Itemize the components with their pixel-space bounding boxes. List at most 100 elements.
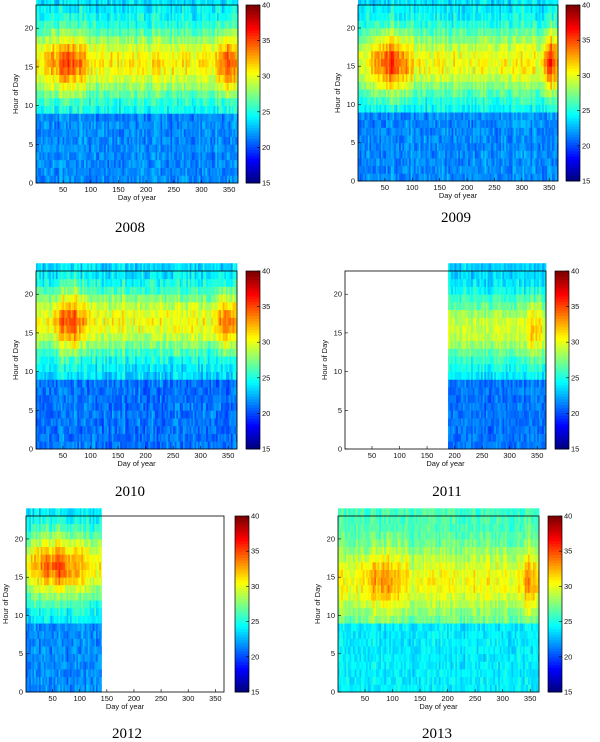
heatmap-cell xyxy=(392,89,395,98)
heatmap-cell xyxy=(384,66,387,75)
heatmap-cell xyxy=(440,142,443,151)
heatmap-cell xyxy=(200,43,203,52)
heatmap-cell xyxy=(215,90,218,99)
heatmap-cell xyxy=(37,20,40,29)
heatmap-cell xyxy=(137,20,140,29)
heatmap-cell xyxy=(157,90,160,99)
x-tick-label: 50 xyxy=(59,185,67,194)
heatmap-cell xyxy=(97,59,100,68)
heatmap-cell xyxy=(74,97,77,107)
heatmap-cell xyxy=(133,128,137,137)
heatmap-cell xyxy=(205,35,208,45)
heatmap-cell xyxy=(120,128,123,137)
heatmap-cell xyxy=(371,35,374,44)
heatmap-cell xyxy=(87,59,90,68)
heatmap-cell xyxy=(425,0,428,6)
heatmap-cell xyxy=(84,66,87,76)
heatmap-cell xyxy=(211,121,215,130)
heatmap-cell xyxy=(410,112,413,121)
heatmap-cell xyxy=(148,97,151,107)
heatmap-cell xyxy=(167,175,170,184)
heatmap-cell xyxy=(187,159,190,168)
heatmap-cell xyxy=(371,73,374,82)
heatmap-cell xyxy=(67,59,70,68)
heatmap-cell xyxy=(54,5,57,14)
heatmap-cell xyxy=(190,59,193,68)
heatmap-cell xyxy=(203,175,206,184)
heatmap-cell xyxy=(44,82,47,91)
heatmap-cell xyxy=(394,12,397,21)
heatmap-cell xyxy=(112,59,115,68)
heatmap-cell xyxy=(125,59,128,68)
heatmap-cell xyxy=(436,0,439,6)
colorbar-segment xyxy=(246,105,260,109)
heatmap-cell xyxy=(122,90,125,99)
heatmap-cell xyxy=(374,5,377,14)
heatmap-cell xyxy=(361,12,364,21)
heatmap-cell xyxy=(45,175,49,184)
heatmap-cell xyxy=(143,12,146,21)
heatmap-cell xyxy=(152,159,155,168)
heatmap-cell xyxy=(183,35,186,45)
heatmap-cell xyxy=(163,105,166,114)
heatmap-cell xyxy=(178,66,181,76)
heatmap-cell xyxy=(425,27,428,37)
heatmap-cell xyxy=(67,20,70,29)
heatmap-cell xyxy=(163,121,166,130)
heatmap-cell xyxy=(408,104,411,113)
heatmap-cell xyxy=(167,12,170,21)
heatmap-cell xyxy=(122,28,125,37)
heatmap-cell xyxy=(400,43,403,52)
heatmap-cell xyxy=(37,136,40,145)
heatmap-cell xyxy=(100,105,103,114)
heatmap-cell xyxy=(425,66,428,75)
heatmap-cell xyxy=(193,152,196,161)
heatmap-cell xyxy=(75,35,78,45)
heatmap-cell xyxy=(410,50,413,59)
heatmap-cell xyxy=(200,5,203,14)
heatmap-cell xyxy=(205,66,208,76)
heatmap-cell xyxy=(187,74,190,83)
heatmap-cell xyxy=(157,43,160,52)
heatmap-cell xyxy=(213,113,216,122)
heatmap-cell xyxy=(36,28,39,37)
heatmap-cell xyxy=(42,152,45,161)
heatmap-cell xyxy=(163,35,166,45)
heatmap-cell xyxy=(138,82,141,91)
heatmap-cell xyxy=(397,27,400,37)
heatmap-cell xyxy=(45,66,49,76)
heatmap-cell xyxy=(109,105,112,114)
heatmap-cell xyxy=(60,159,63,168)
heatmap-cell xyxy=(65,167,68,176)
heatmap-cell xyxy=(193,159,196,168)
heatmap-cell xyxy=(210,35,213,45)
heatmap-cell xyxy=(399,96,402,105)
heatmap-cell xyxy=(385,142,388,151)
heatmap-cell xyxy=(428,96,431,105)
heatmap-cell xyxy=(42,113,45,122)
heatmap-cell xyxy=(399,119,402,128)
heatmap-cell xyxy=(417,173,420,182)
heatmap-cell xyxy=(45,43,49,52)
heatmap-cell xyxy=(40,144,44,153)
heatmap-cell xyxy=(77,136,80,145)
heatmap-cell xyxy=(394,35,397,44)
heatmap-cell xyxy=(135,82,138,91)
heatmap-cell xyxy=(59,121,62,130)
heatmap-cell xyxy=(55,51,58,60)
heatmap-cell xyxy=(425,150,428,159)
heatmap-cell xyxy=(89,128,92,137)
heatmap-cell xyxy=(358,142,361,151)
heatmap-cell xyxy=(210,136,213,145)
heatmap-cell xyxy=(366,50,369,59)
heatmap-cell xyxy=(435,142,438,151)
heatmap-cell xyxy=(65,159,68,168)
heatmap-cell xyxy=(70,66,73,76)
heatmap-cell xyxy=(167,128,170,137)
heatmap-cell xyxy=(167,5,170,14)
heatmap-cell xyxy=(399,165,402,174)
heatmap-cell xyxy=(180,136,183,145)
heatmap-cell xyxy=(185,159,188,168)
heatmap-cell xyxy=(37,105,40,114)
heatmap-cell xyxy=(112,113,115,122)
